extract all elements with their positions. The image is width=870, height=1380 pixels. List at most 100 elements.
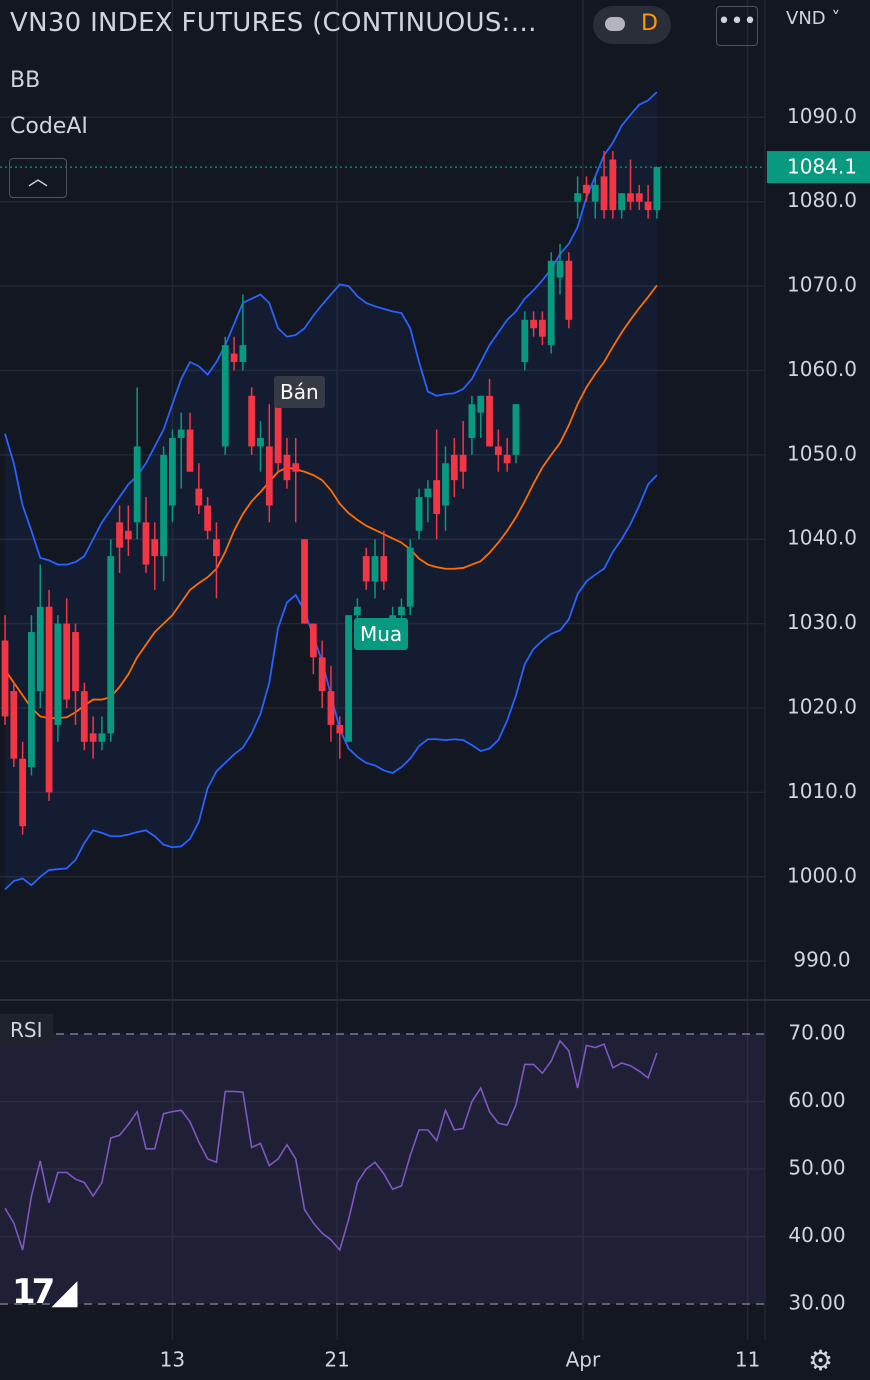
rsi-band <box>0 1034 765 1305</box>
y-tick-label: 30.00 <box>788 1291 845 1315</box>
y-tick-label: 1020.0 <box>787 695 857 719</box>
candle-body <box>468 404 476 438</box>
currency-select[interactable]: VND ˅ <box>786 8 841 29</box>
candle-body <box>186 429 194 472</box>
interval-label: D <box>641 11 658 36</box>
rsi-line <box>4 1039 658 1252</box>
candle-body <box>292 463 300 472</box>
candle-body <box>583 184 590 194</box>
candle-body <box>177 429 185 438</box>
y-tick-label: 60.00 <box>788 1088 845 1112</box>
y-tick-label: 1010.0 <box>787 779 857 803</box>
candle-body <box>565 260 573 320</box>
candle-body <box>406 547 414 607</box>
y-tick-label: 1040.0 <box>787 526 857 550</box>
candle-body <box>116 522 123 548</box>
candle-body <box>538 319 546 337</box>
candle-body <box>353 606 361 616</box>
x-tick-label: 11 <box>735 1348 760 1372</box>
candle-body <box>477 395 485 413</box>
candle-body <box>230 353 238 363</box>
candle-body <box>239 345 247 363</box>
candle-body <box>424 488 432 498</box>
y-tick-label: 70.00 <box>788 1021 845 1045</box>
candle-body <box>521 319 529 363</box>
candle-body <box>274 395 282 464</box>
candle-body <box>63 623 71 700</box>
candle-body <box>318 657 326 692</box>
candle-body <box>556 260 564 278</box>
candle-body <box>80 691 88 742</box>
interval-toggle[interactable]: D <box>593 6 671 44</box>
candle-body <box>309 623 317 658</box>
candle-body <box>195 488 203 506</box>
candle-body <box>213 539 220 557</box>
candle-body <box>618 193 626 211</box>
candle-body <box>591 184 599 202</box>
indicator-label[interactable]: BB <box>10 68 41 93</box>
candle-body <box>168 437 176 506</box>
candle-body <box>142 522 150 565</box>
candle-body <box>494 446 502 455</box>
candle-body <box>257 437 264 447</box>
more-button[interactable]: ••• <box>716 6 758 46</box>
candle-body <box>600 176 608 211</box>
candle-body <box>221 345 229 447</box>
candle-body <box>486 395 493 447</box>
candle-body <box>503 454 511 464</box>
candle-body <box>450 454 458 481</box>
candle-body <box>371 556 379 582</box>
candle-body <box>653 167 661 211</box>
y-tick-label: 1060.0 <box>787 357 857 381</box>
candle-body <box>415 497 423 531</box>
candle-body <box>36 606 44 692</box>
candle-body <box>1 640 9 717</box>
candle-body <box>133 446 141 523</box>
candle-body <box>336 724 344 734</box>
candle-body <box>635 193 643 202</box>
candle-body <box>627 193 634 202</box>
last-price-box <box>767 151 870 184</box>
y-tick-label: 1030.0 <box>787 610 857 634</box>
y-tick-label: 1070.0 <box>787 273 857 297</box>
y-tick-label: 40.00 <box>788 1223 845 1247</box>
candle-body <box>442 463 449 506</box>
indicator-label[interactable]: CodeAI <box>10 114 88 139</box>
rsi-label: RSI <box>0 1014 53 1046</box>
candle-body <box>345 615 352 742</box>
candle-body <box>327 691 335 725</box>
y-tick-label: 1090.0 <box>787 104 857 128</box>
candle-body <box>459 454 467 472</box>
candle-body <box>644 201 652 211</box>
y-tick-label: 990.0 <box>793 948 850 972</box>
candle-body <box>28 632 35 768</box>
candle-body <box>398 606 405 616</box>
candle-body <box>45 606 53 793</box>
settings-button[interactable]: ⚙ <box>808 1344 834 1377</box>
candle-body <box>380 556 388 582</box>
candle-body <box>362 556 370 582</box>
candle-body <box>283 454 291 481</box>
candle-body <box>107 556 115 734</box>
logo[interactable]: 17◢ <box>12 1272 77 1312</box>
y-tick-label: 50.00 <box>788 1156 845 1180</box>
candle-body <box>151 539 159 557</box>
sell-signal: Bán <box>274 376 325 408</box>
x-tick-label: 21 <box>324 1348 349 1372</box>
candle-body <box>265 446 273 506</box>
candle-body <box>98 733 106 742</box>
candle-body <box>72 632 79 692</box>
candle-body <box>512 404 520 455</box>
candle-body <box>160 454 167 557</box>
candle-body <box>248 395 256 447</box>
candle-body <box>574 193 582 202</box>
collapse-button[interactable]: ︿ <box>9 158 67 198</box>
candle-body <box>89 733 97 742</box>
candle-body <box>301 539 308 624</box>
candle-body <box>19 758 27 827</box>
candle-body <box>530 319 537 329</box>
candle-body <box>609 159 617 211</box>
candle-body <box>433 480 441 514</box>
